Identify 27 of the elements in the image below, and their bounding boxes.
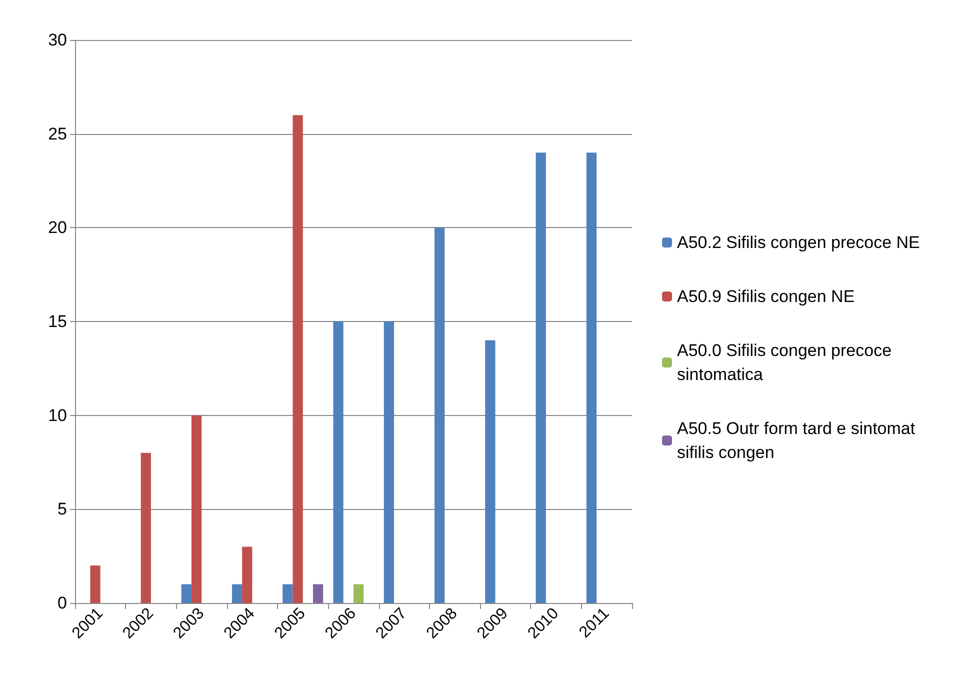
bar bbox=[292, 115, 303, 603]
bar bbox=[181, 584, 192, 603]
bar bbox=[140, 452, 151, 603]
y-tick-label: 15 bbox=[48, 312, 67, 331]
legend-label: A50.2 Sifilis congen precoce NE bbox=[677, 233, 920, 252]
bar bbox=[282, 584, 293, 603]
bar bbox=[384, 322, 394, 603]
bar bbox=[191, 415, 202, 603]
legend-label: A50.9 Sifilis congen NE bbox=[677, 287, 855, 306]
y-tick-label: 10 bbox=[48, 406, 67, 425]
legend-label: A50.5 Outr form tard e sintomat sifilis congen bbox=[677, 419, 920, 462]
legend-label: A50.0 Sifilis congen precoce sintomatica bbox=[677, 341, 896, 384]
bar bbox=[485, 340, 496, 603]
bar bbox=[312, 584, 324, 603]
bar bbox=[586, 152, 597, 603]
bar bbox=[434, 228, 445, 603]
bar bbox=[90, 565, 100, 603]
y-tick-label: 20 bbox=[48, 218, 67, 238]
bar bbox=[242, 546, 252, 603]
bar bbox=[333, 322, 344, 603]
bar bbox=[354, 584, 364, 603]
y-tick-label: 25 bbox=[48, 124, 67, 144]
bar bbox=[536, 152, 546, 603]
y-tick-label: 30 bbox=[48, 30, 67, 50]
bar bbox=[232, 584, 242, 603]
y-tick-label: 0 bbox=[58, 594, 67, 612]
y-tick-label: 5 bbox=[58, 500, 67, 519]
